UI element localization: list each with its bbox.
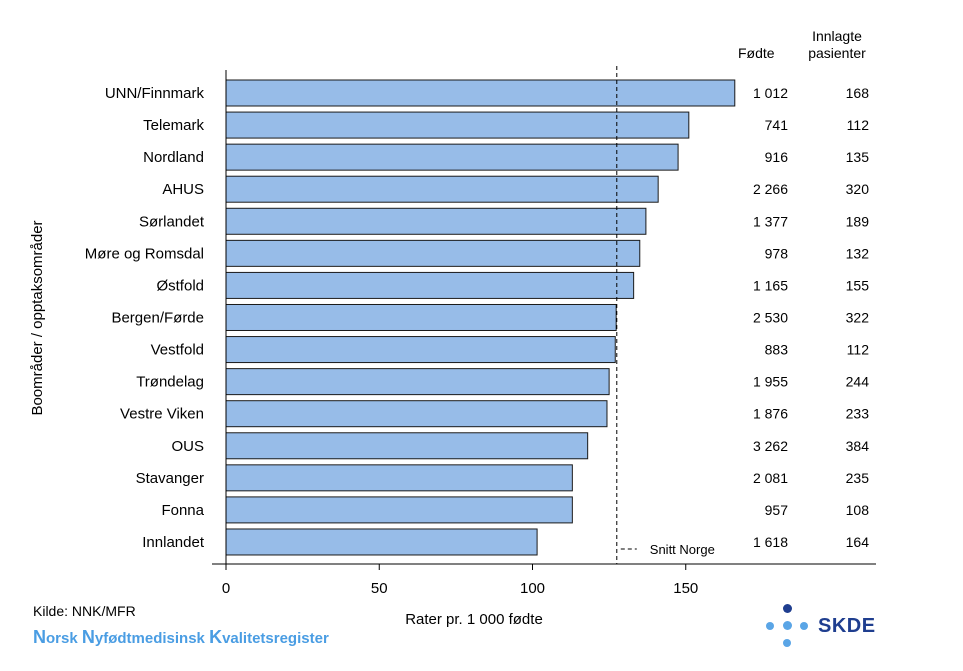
inpatients-value: 108 — [846, 502, 870, 518]
births-value: 2 530 — [753, 309, 788, 325]
category-label: Trøndelag — [136, 374, 204, 391]
category-label: Møre og Romsdal — [85, 245, 204, 262]
births-value: 2 266 — [753, 181, 788, 197]
registry-name: Norsk Nyfødtmedisinsk Kvalitetsregister — [33, 627, 329, 648]
y-axis-title: Boområder / opptaksområder — [29, 220, 46, 415]
x-ticks: 0 50 100 150 — [222, 564, 698, 597]
category-label: Telemark — [143, 117, 204, 134]
births-value: 883 — [765, 342, 789, 358]
inpatients-value: 164 — [846, 534, 870, 550]
bar--stfold — [225, 271, 635, 299]
births-header: Fødte — [738, 45, 775, 61]
skde-logo-text: SKDE — [818, 615, 876, 637]
x-tick-label: 100 — [520, 580, 545, 597]
category-label: Bergen/Førde — [111, 309, 204, 326]
logo-dot-left — [766, 622, 774, 630]
inpatients-header: Innlagte pasienter — [797, 28, 877, 62]
logo-dot-center — [783, 621, 792, 630]
category-label: Stavanger — [136, 470, 204, 487]
bar-bergen-f-rde — [225, 303, 617, 331]
category-label: Innlandet — [142, 534, 205, 551]
births-value: 741 — [765, 117, 789, 133]
inpatients-column: 168 112 135 320 189 132 155 322 112 244 233 384 235 1… — [846, 85, 870, 550]
inpatients-header-line1: Innlagte — [812, 28, 862, 44]
category-label: Sørlandet — [139, 213, 205, 230]
bar-vestre-viken — [225, 400, 608, 428]
births-value: 1 377 — [753, 213, 788, 229]
bar-ous — [225, 432, 589, 460]
category-label: Østfold — [156, 277, 204, 294]
births-value: 1 876 — [753, 406, 788, 422]
births-value: 3 262 — [753, 438, 788, 454]
inpatients-value: 322 — [846, 309, 870, 325]
births-value: 916 — [765, 149, 789, 165]
reference-legend-label: Snitt Norge — [650, 542, 715, 557]
births-value: 957 — [765, 502, 789, 518]
bar-s-rlandet — [225, 207, 647, 235]
bars-group — [225, 79, 736, 556]
x-tick-label: 0 — [222, 580, 230, 597]
registry-word-1: orsk — [46, 630, 82, 647]
inpatients-value: 135 — [846, 149, 870, 165]
logo-dot-right — [800, 622, 808, 630]
x-tick-label: 50 — [371, 580, 388, 597]
bar-fonna — [225, 496, 573, 524]
logo-dot-bottom — [783, 639, 791, 647]
bar-tr-ndelag — [225, 368, 610, 396]
logo-dot-top — [783, 604, 792, 613]
category-label: OUS — [171, 438, 204, 455]
x-tick-label: 150 — [673, 580, 698, 597]
births-value: 2 081 — [753, 470, 788, 486]
registry-word-2: yfødtmedisinsk — [94, 630, 210, 647]
registry-initial-2: N — [81, 627, 95, 647]
registry-word-3: valitetsregister — [222, 630, 329, 647]
inpatients-value: 155 — [846, 277, 870, 293]
inpatients-value: 168 — [846, 85, 870, 101]
bar-vestfold — [225, 336, 616, 364]
inpatients-value: 235 — [846, 470, 870, 486]
births-value: 1 618 — [753, 534, 788, 550]
category-labels: UNN/Finnmark Telemark Nordland AHUS Sørlande… — [85, 85, 205, 551]
bar-unn-finnmark — [225, 79, 736, 107]
inpatients-value: 112 — [847, 342, 870, 358]
bar-stavanger — [225, 464, 573, 492]
inpatients-value: 189 — [846, 213, 870, 229]
category-label: UNN/Finnmark — [105, 85, 205, 102]
inpatients-value: 244 — [846, 374, 870, 390]
x-axis-title: Rater pr. 1 000 fødte — [405, 611, 543, 628]
inpatients-value: 112 — [847, 117, 870, 133]
bar-m-re-og-romsdal — [225, 239, 641, 267]
registry-initial-1: N — [33, 627, 46, 647]
births-value: 978 — [765, 245, 789, 261]
births-value: 1 165 — [753, 277, 788, 293]
bar-innlandet — [225, 528, 538, 556]
category-label: Nordland — [143, 149, 204, 166]
category-label: AHUS — [162, 181, 204, 198]
inpatients-value: 384 — [846, 438, 870, 454]
births-value: 1 955 — [753, 374, 788, 390]
inpatients-value: 320 — [846, 181, 870, 197]
category-label: Vestre Viken — [120, 406, 204, 423]
skde-logo-mark — [764, 604, 810, 650]
category-label: Fonna — [161, 502, 204, 519]
inpatients-value: 233 — [846, 406, 870, 422]
bar-nordland — [225, 143, 679, 171]
births-value: 1 012 — [753, 85, 788, 101]
inpatients-header-line2: pasienter — [808, 45, 866, 61]
bar-telemark — [225, 111, 690, 139]
category-label: Vestfold — [151, 342, 204, 359]
registry-initial-3: K — [209, 627, 223, 647]
inpatients-value: 132 — [846, 245, 870, 261]
bar-ahus — [225, 175, 659, 203]
births-column: 1 012 741 916 2 266 1 377 978 1 165 2 530 883 1 9… — [753, 85, 788, 550]
source-note: Kilde: NNK/MFR — [33, 603, 136, 619]
